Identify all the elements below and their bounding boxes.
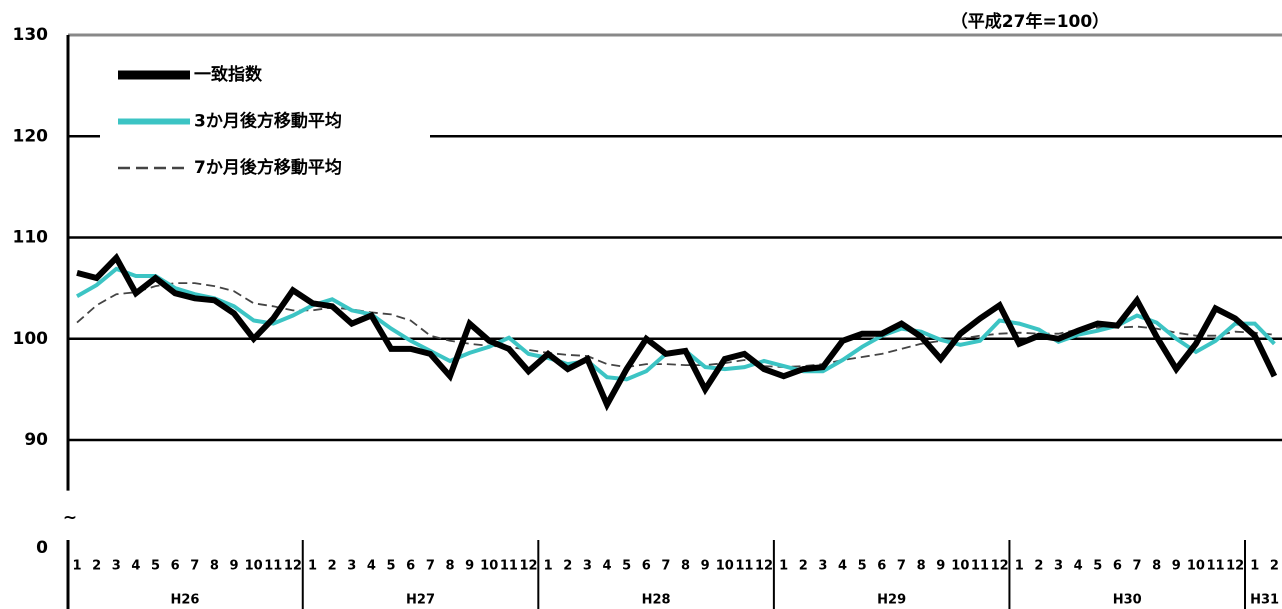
series-line: [76, 252, 1278, 412]
x-tick-label: 6: [642, 559, 651, 574]
x-tick-label: 4: [367, 559, 376, 574]
x-tick-label: 12: [1226, 559, 1244, 574]
x-tick-label: 8: [445, 559, 454, 574]
x-tick-label: 6: [171, 559, 180, 574]
x-tick-label: 5: [387, 559, 396, 574]
x-tick-label: 12: [991, 559, 1009, 574]
x-tick-label: 2: [563, 559, 572, 574]
x-tick-label: 10: [1187, 559, 1205, 574]
x-tick-label: 7: [1132, 559, 1141, 574]
year-label: H30: [1113, 593, 1142, 608]
year-label: H26: [170, 593, 199, 608]
x-tick-label: 3: [583, 559, 592, 574]
x-tick-label: 4: [838, 559, 847, 574]
x-tick-label: 2: [799, 559, 808, 574]
x-tick-label: 6: [406, 559, 415, 574]
x-tick-label: 7: [426, 559, 435, 574]
x-tick-label: 7: [661, 559, 670, 574]
x-tick-label: 4: [131, 559, 140, 574]
x-tick-label: 5: [622, 559, 631, 574]
x-tick-label: 3: [112, 559, 121, 574]
x-tick-label: 6: [877, 559, 886, 574]
y-tick-label: 0: [36, 538, 48, 558]
year-label: H29: [877, 593, 906, 608]
base-note: （平成27年=100）: [951, 11, 1109, 32]
axis-break: ~: [63, 508, 77, 528]
x-tick-label: 3: [347, 559, 356, 574]
x-tick-label: 11: [1206, 559, 1224, 574]
x-tick-label: 4: [1074, 559, 1083, 574]
x-tick-label: 2: [328, 559, 337, 574]
x-tick-label: 9: [701, 559, 710, 574]
y-tick-label: 100: [13, 329, 49, 349]
legend-label: 7か月後方移動平均: [194, 157, 342, 178]
y-tick-label: 110: [13, 228, 49, 248]
y-tick-label: 90: [24, 430, 48, 450]
x-tick-label: 5: [858, 559, 867, 574]
year-label: H28: [642, 593, 671, 608]
x-tick-label: 10: [716, 559, 734, 574]
year-label: H31: [1250, 593, 1279, 608]
x-tick-label: 11: [500, 559, 518, 574]
x-tick-label: 3: [1054, 559, 1063, 574]
x-tick-label: 1: [72, 559, 81, 574]
x-tick-label: 5: [151, 559, 160, 574]
x-tick-label: 8: [917, 559, 926, 574]
x-tick-label: 10: [951, 559, 969, 574]
x-tick-label: 10: [245, 559, 263, 574]
x-tick-label: 1: [308, 559, 317, 574]
x-tick-label: 9: [465, 559, 474, 574]
x-tick-label: 4: [602, 559, 611, 574]
x-tick-label: 1: [779, 559, 788, 574]
x-tick-label: 5: [1093, 559, 1102, 574]
x-tick-label: 3: [818, 559, 827, 574]
x-tick-label: 1: [1015, 559, 1024, 574]
x-tick-label: 9: [230, 559, 239, 574]
x-tick-label: 9: [936, 559, 945, 574]
x-tick-label: 11: [971, 559, 989, 574]
x-tick-label: 9: [1172, 559, 1181, 574]
x-tick-label: 8: [210, 559, 219, 574]
legend-label: 3か月後方移動平均: [194, 111, 342, 132]
x-tick-label: 11: [735, 559, 753, 574]
x-tick-label: 2: [92, 559, 101, 574]
x-tick-label: 8: [1152, 559, 1161, 574]
x-tick-label: 7: [190, 559, 199, 574]
x-tick-label: 12: [519, 559, 537, 574]
x-tick-label: 12: [755, 559, 773, 574]
x-tick-label: 6: [1113, 559, 1122, 574]
x-tick-label: 1: [1250, 559, 1259, 574]
x-tick-label: 11: [264, 559, 282, 574]
legend-label: 一致指数: [194, 64, 263, 85]
x-tick-label: 12: [284, 559, 302, 574]
x-tick-label: 8: [681, 559, 690, 574]
x-tick-label: 10: [480, 559, 498, 574]
x-tick-label: 7: [897, 559, 906, 574]
x-tick-label: 2: [1034, 559, 1043, 574]
x-tick-label: 1: [544, 559, 553, 574]
y-tick-label: 130: [13, 25, 49, 45]
x-tick-label: 2: [1270, 559, 1279, 574]
y-tick-label: 120: [13, 126, 49, 146]
year-label: H27: [406, 593, 435, 608]
